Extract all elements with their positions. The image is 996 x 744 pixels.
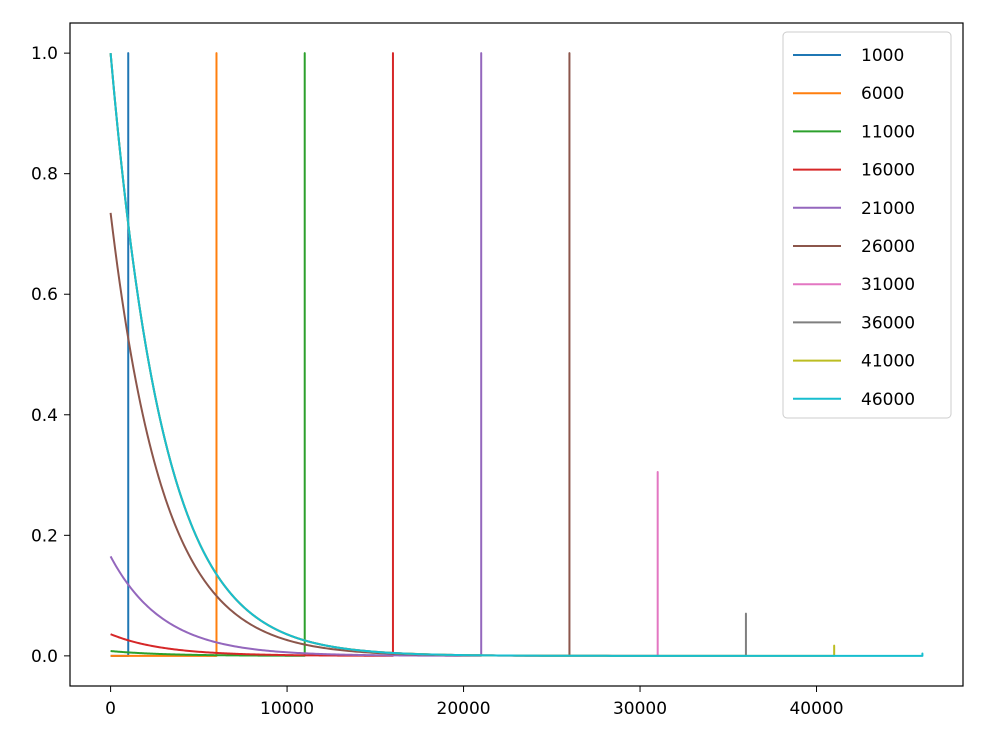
x-tick-label: 10000 <box>260 699 314 719</box>
legend-label-31000: 31000 <box>861 275 915 295</box>
y-tick-label: 0.4 <box>31 406 58 426</box>
legend-label-36000: 36000 <box>861 313 915 333</box>
y-tick-label: 0.0 <box>31 647 58 667</box>
legend-label-41000: 41000 <box>861 352 915 372</box>
y-tick-label: 0.8 <box>31 165 58 185</box>
legend-label-46000: 46000 <box>861 390 915 410</box>
x-tick-label: 30000 <box>613 699 667 719</box>
x-tick-label: 0 <box>105 699 116 719</box>
legend-label-11000: 11000 <box>861 122 915 142</box>
x-tick-label: 40000 <box>789 699 843 719</box>
legend-label-26000: 26000 <box>861 237 915 257</box>
y-tick-label: 0.6 <box>31 285 58 305</box>
y-tick-label: 1.0 <box>31 44 58 64</box>
plot-frame <box>69 22 964 687</box>
legend-label-16000: 16000 <box>861 161 915 181</box>
legend-label-1000: 1000 <box>861 46 904 66</box>
x-tick-label: 20000 <box>437 699 491 719</box>
legend-label-6000: 6000 <box>861 84 904 104</box>
y-axis: 0.0 0.2 0.4 0.6 0.8 1.0 <box>31 44 70 667</box>
series-line-46000 <box>109 53 924 657</box>
y-tick-label: 0.2 <box>31 526 58 546</box>
x-axis: 0 10000 20000 30000 40000 <box>105 686 844 719</box>
legend: 1000 6000 11000 16000 21000 26000 31000 36000 41… <box>782 31 952 419</box>
legend-label-21000: 21000 <box>861 199 915 219</box>
series-layer <box>109 52 924 657</box>
